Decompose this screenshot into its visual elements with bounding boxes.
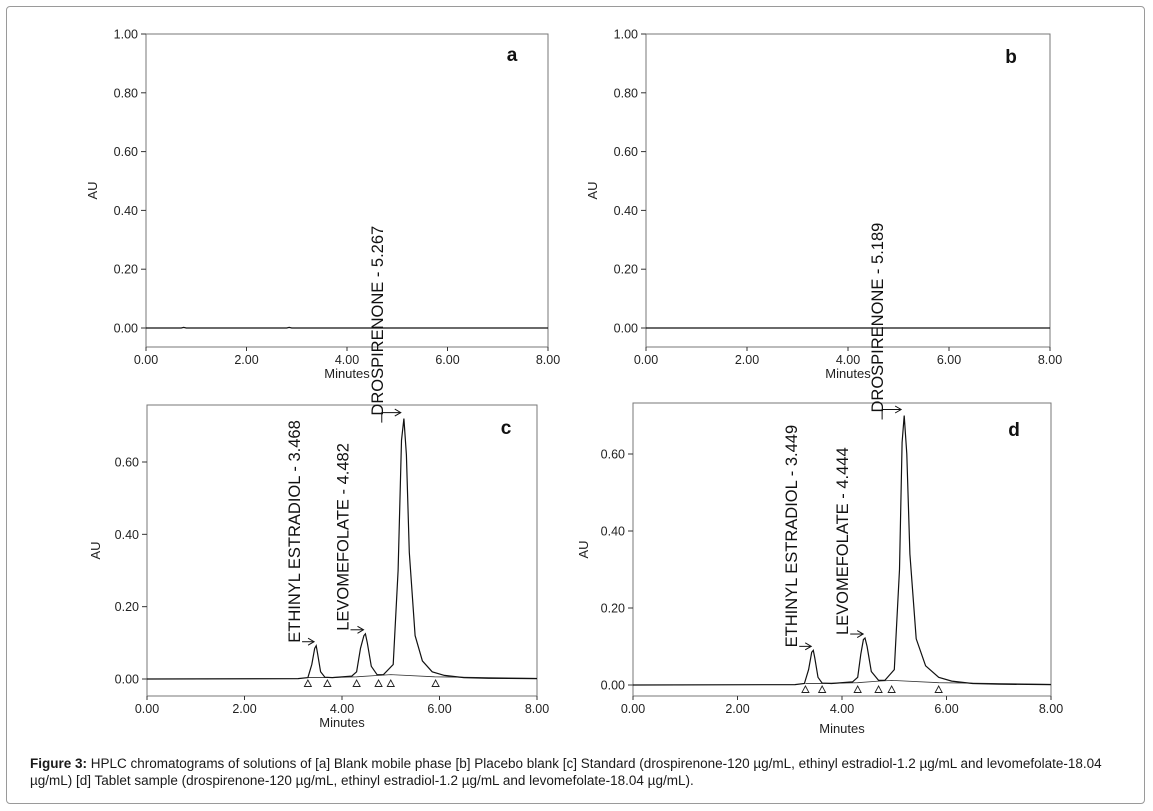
y-tick-label: 0.00 [115, 673, 139, 687]
x-axis-label: Minutes [319, 715, 365, 730]
caption-label: Figure 3: [30, 756, 88, 771]
peak-arrowhead [394, 408, 402, 417]
y-tick-label: 0.00 [601, 679, 625, 693]
plot-frame [645, 33, 1051, 348]
chart-panel-c: 0.00 2.00 4.00 6.00 8.00 0.00 0.20 0.40 0.60 Minu… [88, 226, 549, 730]
x-tick-label: 4.00 [335, 353, 359, 367]
peak-boundary-marker [374, 679, 383, 687]
y-tick-label: 0.60 [614, 145, 638, 159]
peak-arrowhead [856, 630, 865, 638]
y-tick-label: 0.20 [114, 263, 138, 277]
y-tick-label: 0.00 [614, 322, 638, 336]
y-tick-label: 0.60 [601, 448, 625, 462]
x-tick-label: 2.00 [725, 702, 749, 716]
peak-arrowhead [357, 625, 365, 634]
peak-arrowhead [804, 642, 813, 651]
x-tick-label: 2.00 [234, 353, 258, 367]
x-tick-label: 6.00 [427, 702, 451, 716]
peak-boundary-marker [817, 685, 827, 693]
y-tick-label: 0.20 [115, 600, 139, 614]
x-tick-label: 6.00 [435, 353, 459, 367]
y-tick-label: 1.00 [114, 28, 138, 42]
peak-arrowhead [307, 637, 316, 646]
chromatogram-trace [146, 418, 538, 680]
panel-label: a [507, 45, 518, 66]
peak-boundary-marker [352, 679, 361, 687]
y-tick-label: 0.80 [114, 86, 138, 100]
plot-frame [145, 33, 549, 348]
x-tick-label: 2.00 [735, 353, 759, 367]
chromatogram-trace [632, 415, 1052, 686]
y-tick-label: 0.00 [114, 322, 138, 336]
y-tick-label: 0.60 [115, 456, 139, 470]
y-tick-label: 1.00 [614, 28, 638, 42]
peak-label: LEVOMEFOLATE - 4.482 [334, 443, 352, 631]
peak-boundary-marker [853, 685, 862, 693]
y-axis-label: AU [88, 541, 103, 559]
y-tick-label: 0.80 [614, 86, 638, 100]
x-axis-label: Minutes [324, 366, 370, 381]
figure-caption: Figure 3: HPLC chromatograms of solution… [30, 755, 1125, 789]
peak-boundary-marker [323, 679, 332, 687]
y-tick-label: 0.60 [114, 145, 138, 159]
x-axis-label: Minutes [825, 366, 871, 381]
y-tick-label: 0.40 [114, 204, 138, 218]
y-axis-label: AU [85, 181, 100, 199]
x-tick-label: 0.00 [621, 702, 645, 716]
peak-label: LEVOMEFOLATE - 4.444 [834, 447, 852, 635]
y-tick-label: 0.40 [115, 528, 139, 542]
x-tick-label: 4.00 [830, 702, 854, 716]
x-tick-label: 2.00 [232, 702, 256, 716]
x-tick-label: 6.00 [934, 702, 958, 716]
x-tick-label: 8.00 [1039, 702, 1063, 716]
peak-boundary-marker [801, 685, 810, 693]
chromatogram-figure: 0.00 2.00 4.00 6.00 8.00 0.00 0.20 0.40 0.60 0.80… [85, 28, 1063, 737]
peak-leader [881, 409, 902, 420]
chromatogram-trace [146, 326, 548, 329]
chart-panel-d: 0.00 2.00 4.00 6.00 8.00 0.00 0.20 0.40 0.60 Minu… [576, 223, 1063, 736]
panel-label: c [501, 418, 512, 439]
panel-label: d [1008, 420, 1020, 441]
peak-boundary-marker [874, 685, 883, 693]
peak-label: DROSPIRENONE - 5.267 [369, 226, 387, 416]
peak-leader [381, 412, 401, 423]
peak-boundary-marker [431, 679, 440, 687]
panel-label: b [1005, 47, 1017, 68]
chart-panel-a: 0.00 2.00 4.00 6.00 8.00 0.00 0.20 0.40 0.60 0.80… [85, 28, 560, 382]
x-tick-label: 0.00 [134, 353, 158, 367]
chart-panel-b: 0.00 2.00 4.00 6.00 8.00 0.00 0.20 0.40 0.60 0.80… [585, 28, 1062, 382]
x-tick-label: 0.00 [135, 702, 159, 716]
y-tick-label: 0.40 [601, 525, 625, 539]
y-axis-label: AU [576, 540, 591, 558]
peak-label: ETHINYL ESTRADIOL - 3.449 [783, 425, 801, 648]
caption-text: HPLC chromatograms of solutions of [a] B… [30, 756, 1102, 788]
y-tick-label: 0.40 [614, 204, 638, 218]
y-tick-label: 0.20 [601, 602, 625, 616]
x-tick-label: 4.00 [836, 353, 860, 367]
y-axis-label: AU [585, 181, 600, 199]
peak-label: DROSPIRENONE - 5.189 [869, 223, 887, 413]
y-tick-label: 0.20 [614, 263, 638, 277]
x-tick-label: 8.00 [1038, 353, 1062, 367]
x-axis-label: Minutes [819, 721, 865, 736]
x-tick-label: 6.00 [937, 353, 961, 367]
peak-boundary-marker [887, 685, 896, 693]
x-tick-label: 8.00 [536, 353, 560, 367]
peak-arrowhead [894, 405, 903, 414]
peak-boundary-marker [386, 679, 396, 687]
peak-label: ETHINYL ESTRADIOL - 3.468 [286, 420, 304, 643]
peak-boundary-marker [934, 685, 943, 693]
x-tick-label: 8.00 [525, 702, 549, 716]
x-tick-label: 0.00 [634, 353, 658, 367]
x-tick-label: 4.00 [330, 702, 354, 716]
peak-boundary-marker [303, 679, 313, 687]
